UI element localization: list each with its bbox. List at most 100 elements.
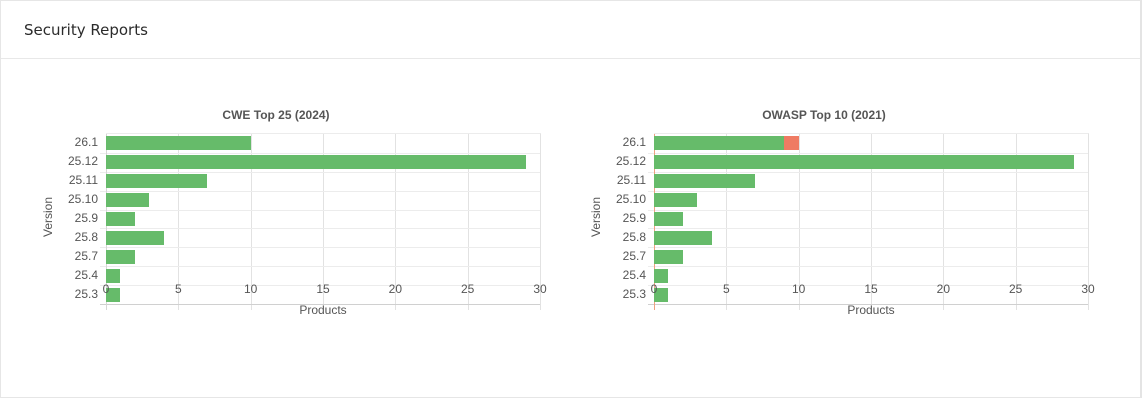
- bar-25.7[interactable]: [654, 249, 683, 264]
- x-tick-label: 0: [102, 282, 110, 296]
- cwe-top25-chart: CWE Top 25 (2024) Version Products 26.1 2…: [6, 101, 547, 361]
- bar-segment-compliant[interactable]: [106, 249, 135, 264]
- bar-25.8[interactable]: [654, 230, 712, 245]
- bar-25.11[interactable]: [654, 174, 756, 189]
- gridline-horizontal: [100, 247, 540, 249]
- gridline-horizontal: [100, 285, 540, 287]
- bar-segment-compliant[interactable]: [654, 136, 785, 151]
- bar-segment-compliant[interactable]: [106, 193, 150, 208]
- gridline-vertical: [798, 134, 800, 310]
- gridline-horizontal: [100, 171, 540, 173]
- gridline-vertical: [178, 134, 180, 310]
- x-tick-label: 25: [460, 282, 475, 296]
- y-tick-label: 25.8: [622, 229, 646, 244]
- y-tick-label: 25.7: [622, 248, 646, 263]
- bar-segment-compliant[interactable]: [106, 230, 164, 245]
- x-tick-label: 30: [1081, 282, 1095, 296]
- bar-segment-compliant[interactable]: [106, 268, 121, 283]
- x-axis-title: Products: [847, 303, 895, 317]
- bar-segment-compliant[interactable]: [106, 212, 135, 226]
- gridline-horizontal: [648, 247, 1088, 249]
- x-tick-label: 0: [650, 282, 658, 296]
- gridline-horizontal: [648, 209, 1088, 211]
- bar-25.10[interactable]: [106, 193, 150, 208]
- y-tick-label: 25.4: [74, 267, 98, 282]
- chart-title: CWE Top 25 (2024): [222, 108, 330, 122]
- x-tick-label: 10: [791, 282, 806, 296]
- y-tick-label: 25.9: [74, 211, 98, 225]
- bar-25.3[interactable]: [106, 287, 121, 302]
- x-tick-label: 5: [722, 282, 730, 296]
- gridline-vertical: [1088, 134, 1089, 310]
- gridline-horizontal: [648, 285, 1088, 287]
- x-tick-label: 25: [1008, 282, 1023, 296]
- x-axis-line: [648, 304, 1088, 305]
- y-tick-label: 25.12: [615, 154, 646, 169]
- bar-25.4[interactable]: [654, 268, 669, 283]
- bar-segment-compliant[interactable]: [654, 230, 712, 245]
- bar-25.4[interactable]: [106, 268, 121, 283]
- gridline-vertical: [1015, 134, 1017, 310]
- bar-segment-compliant[interactable]: [654, 174, 756, 189]
- gridline-vertical: [540, 134, 541, 310]
- bar-segment-compliant[interactable]: [654, 249, 683, 264]
- bar-25.12[interactable]: [106, 155, 526, 170]
- gridline-horizontal: [100, 266, 540, 268]
- bar-25.3[interactable]: [654, 287, 669, 302]
- x-tick-label: 10: [243, 282, 258, 296]
- y-tick-label: 25.10: [67, 192, 98, 207]
- y-tick-label: 25.9: [622, 211, 646, 225]
- gridline-horizontal: [100, 152, 540, 154]
- y-tick-label: 25.7: [74, 248, 98, 263]
- gridline-vertical: [250, 134, 252, 310]
- plot-area: [648, 133, 1089, 310]
- y-tick-label: 25.10: [615, 192, 646, 207]
- gridline-vertical: [943, 134, 945, 310]
- x-tick-label: 5: [174, 282, 182, 296]
- bar-25.7[interactable]: [106, 249, 135, 264]
- y-tick-label: 25.8: [74, 229, 98, 244]
- bar-segment-non-compliant[interactable]: [784, 136, 799, 151]
- bar-25.9[interactable]: [106, 212, 135, 226]
- gridline-vertical: [395, 134, 397, 310]
- bar-segment-compliant[interactable]: [106, 174, 208, 189]
- y-tick-label: 25.12: [67, 154, 98, 169]
- bar-segment-compliant[interactable]: [106, 287, 121, 302]
- y-tick-label: 25.3: [622, 286, 646, 301]
- gridline-horizontal: [100, 190, 540, 192]
- owasp-top10-chart: OWASP Top 10 (2021) Version Products 26.…: [554, 101, 1095, 361]
- plot-area: [100, 133, 541, 310]
- x-axis-line: [100, 304, 540, 305]
- bar-25.9[interactable]: [654, 212, 683, 226]
- x-tick-label: 30: [533, 282, 547, 296]
- bar-segment-compliant[interactable]: [106, 155, 526, 170]
- gridline-horizontal: [648, 171, 1088, 173]
- bar-segment-compliant[interactable]: [106, 136, 251, 151]
- bar-segment-compliant[interactable]: [654, 287, 669, 302]
- y-tick-label: 25.3: [74, 286, 98, 301]
- x-tick-label: 20: [936, 282, 950, 296]
- y-tick-label: 25.11: [68, 173, 98, 188]
- bar-26.1[interactable]: [654, 136, 799, 151]
- gridline-vertical: [726, 134, 728, 310]
- page-title: Security Reports: [24, 20, 148, 39]
- gridline-vertical: [871, 134, 872, 310]
- gridline-vertical: [323, 134, 324, 310]
- x-tick-label: 15: [864, 282, 878, 296]
- bar-25.12[interactable]: [654, 155, 1074, 170]
- bar-segment-compliant[interactable]: [654, 212, 683, 226]
- y-tick-label: 26.1: [74, 135, 98, 150]
- bar-segment-compliant[interactable]: [654, 268, 669, 283]
- bar-segment-compliant[interactable]: [654, 155, 1074, 170]
- gridline-vertical: [467, 134, 469, 310]
- bar-25.11[interactable]: [106, 174, 208, 189]
- bar-25.8[interactable]: [106, 230, 164, 245]
- gridline-horizontal: [648, 152, 1088, 154]
- bar-26.1[interactable]: [106, 136, 251, 151]
- card-header: Security Reports: [1, 1, 1140, 59]
- bar-25.10[interactable]: [654, 193, 698, 208]
- x-tick-label: 15: [316, 282, 330, 296]
- x-axis-title: Products: [299, 303, 347, 317]
- bar-segment-compliant[interactable]: [654, 193, 698, 208]
